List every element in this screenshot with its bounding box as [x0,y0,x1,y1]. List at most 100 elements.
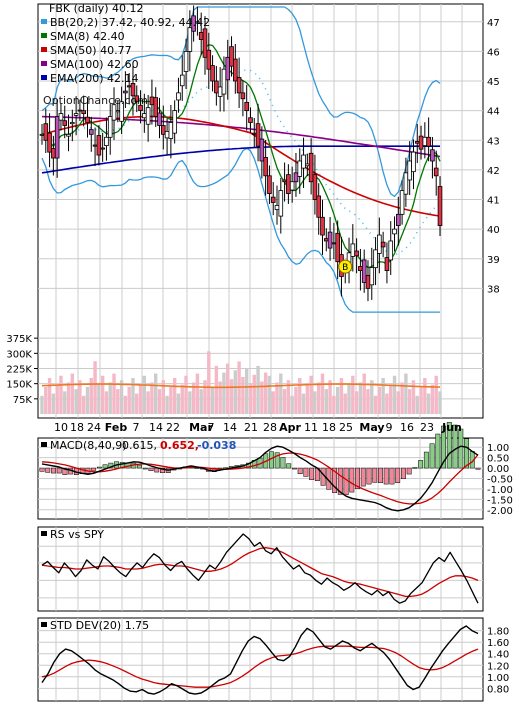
candle-body [377,234,382,254]
legend-swatch [41,47,47,52]
volume-bar [290,395,294,414]
legend-swatch [41,75,47,80]
rs-line [41,533,479,604]
candle-body [426,136,431,147]
volume-bar [222,372,226,414]
volume-bar [188,391,192,414]
volume-bar [411,380,416,414]
candle-body [107,116,113,138]
volume-bar [385,393,389,414]
volume-bar [218,381,222,414]
volume-bar [415,395,419,414]
candle-body [301,154,306,169]
macd-value: 0.615, [122,439,157,452]
candle-body [327,231,333,249]
macd-tick-label: 0.00 [487,464,509,475]
macd-value: 0.652, [160,439,199,452]
volume-bar [389,384,393,414]
bb-upper-line [41,6,441,198]
macd-histogram-bar [400,467,406,480]
candle-body [414,141,420,144]
macd-histogram-bar [51,467,56,474]
std-tick-label: 1.00 [487,673,509,684]
macd-histogram-bar [435,433,441,469]
volume-bar [328,380,332,414]
candle-body [316,195,322,218]
candle-body [100,147,105,150]
volume-bar [63,391,67,414]
volume-bar [370,380,374,414]
candle-body [407,160,412,181]
volume-bar [244,368,249,414]
rs-label: RS vs SPY [50,528,104,541]
candle-body [195,21,200,24]
candle-body [388,240,394,261]
candle-body [286,174,291,194]
candle-body [418,135,424,150]
volume-bar [85,386,90,414]
macd-tick-label: -1.00 [487,485,513,496]
volume-average-line [41,383,441,389]
macd-histogram-bar [372,467,378,483]
legend-entry: SMA(8) 42.40 [50,30,125,43]
volume-bar [358,382,363,414]
volume-bar [146,391,150,414]
volume-bar [434,375,438,414]
volume-bar [317,382,321,414]
volume-bar [44,386,48,414]
x-tick-label: 23 [420,421,434,434]
candle-body [255,123,261,147]
macd-tick-label: -2.00 [487,506,513,517]
candle-body [384,257,390,272]
candle-body [308,152,314,183]
candle-body [312,174,318,200]
macd-tick-label: 1.00 [487,443,509,454]
macd-histogram-bar [297,467,303,474]
candle-body [365,274,371,289]
macd-histogram-bar [418,460,424,469]
volume-bar [142,375,147,414]
volume-bar [169,386,173,414]
volume-bar [161,380,165,414]
legend-swatch [41,531,47,536]
candle-body [39,133,45,136]
macd-histogram-bar [429,443,435,469]
volume-bar [332,395,336,414]
macd-histogram-bar [280,457,286,469]
std-tick-label: 1.40 [487,650,509,661]
x-tick-label: 7 [208,421,215,434]
candle-body [217,86,223,97]
price-tick-label: 41 [487,196,500,207]
volume-bar [55,384,59,414]
candle-body [96,135,102,156]
macd-histogram-bar [56,467,62,474]
x-tick-label: 28 [263,421,277,434]
candle-body [396,213,401,226]
price-tick-label: 40 [487,225,500,236]
macd-histogram-bar [360,467,366,487]
volume-bar [135,393,139,414]
volume-bar [207,351,211,414]
candle-body [422,136,428,146]
candle-body [289,181,295,191]
legend-swatch [41,33,47,38]
volume-bar [309,375,313,414]
candle-body [183,50,189,72]
legend-swatch [41,19,47,24]
macd-histogram-bar [62,467,68,475]
candle-body [210,65,215,82]
macd-tick-label: -0.50 [487,475,513,486]
watermark: OptionChance.com [43,94,148,107]
volume-bar [298,378,302,414]
volume-bar [214,365,219,414]
macd-histogram-bar [446,422,452,469]
candle-body [350,243,356,257]
volume-bar [279,373,283,414]
candle-body [399,190,405,215]
volume-bar [176,393,181,414]
volume-bar [229,379,234,414]
macd-histogram-bar [246,462,251,469]
macd-histogram-bar [337,467,343,495]
volume-bar [233,370,238,414]
price-tick-label: 43 [487,136,500,147]
